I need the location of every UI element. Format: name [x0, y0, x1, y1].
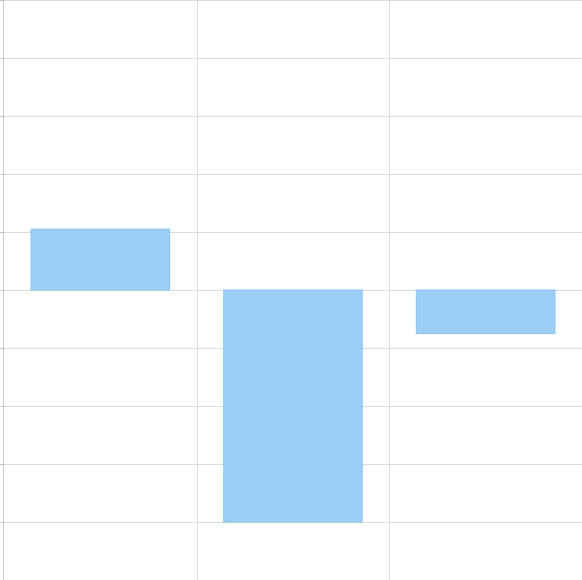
bar-1: [31, 229, 170, 290]
bars: [31, 229, 555, 522]
bar-3: [416, 290, 555, 334]
axes: [0, 0, 4, 580]
bar-2: [224, 290, 363, 522]
